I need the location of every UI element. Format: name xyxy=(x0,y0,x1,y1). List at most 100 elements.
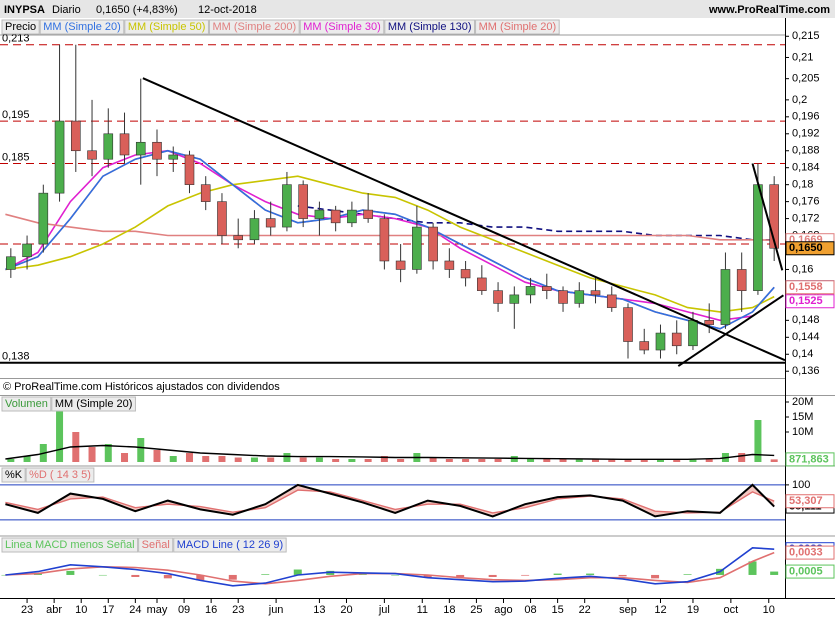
panel-plot xyxy=(5,405,778,462)
last-value-box xyxy=(785,494,835,509)
candle-body xyxy=(70,120,81,152)
histogram-bar xyxy=(683,574,692,575)
volume-bar xyxy=(380,456,388,462)
candle-body xyxy=(119,133,130,156)
x-tick-label: 10 xyxy=(763,604,775,616)
y-tick-label: 0,196 xyxy=(792,111,820,123)
candle-body xyxy=(623,307,633,342)
y-tick-label: 0,2 xyxy=(792,94,807,106)
volume-bar xyxy=(56,405,64,462)
candle-body xyxy=(330,209,341,224)
volume-bar xyxy=(218,456,226,462)
histogram-bar xyxy=(521,574,530,576)
y-tick-label: 0,172 xyxy=(792,212,820,224)
site: www.ProRealTime.com xyxy=(708,4,830,16)
last-value-label: 53,307 xyxy=(789,495,823,507)
volume-bar xyxy=(7,459,15,462)
y-tick-label: 0,136 xyxy=(792,365,820,377)
legend-box xyxy=(299,19,385,35)
volume-bar xyxy=(608,459,616,462)
y-tick-label: 0,176 xyxy=(792,196,820,208)
volume-bar xyxy=(527,459,535,462)
trend-line xyxy=(751,163,784,271)
legend-label: Precio xyxy=(5,21,36,33)
last-value-label: 0,1525 xyxy=(789,295,823,307)
volume-bar xyxy=(738,453,746,462)
moving-average xyxy=(5,175,775,313)
x-tick-label: 23 xyxy=(21,604,33,616)
candle-body xyxy=(671,332,682,347)
candle-body xyxy=(493,290,503,304)
last-value-label: 0,1558 xyxy=(789,281,823,293)
x-tick-label: oct xyxy=(724,604,739,616)
x-tick-label: 10 xyxy=(75,604,87,616)
y-tick-label: 0,192 xyxy=(792,128,820,140)
legend-box xyxy=(138,537,174,553)
legend-label: %D ( 14 3 5) xyxy=(29,469,91,481)
histogram-bar xyxy=(618,574,627,577)
candle-body xyxy=(428,226,438,262)
x-tick-label: 15 xyxy=(551,604,563,616)
quote: 0,1650 (+4,83%) xyxy=(96,4,178,16)
volume-bar xyxy=(185,453,193,462)
histogram-bar xyxy=(553,573,562,575)
volume-bar xyxy=(445,459,453,462)
legend-box xyxy=(1,19,40,35)
panel-plot xyxy=(1,546,779,587)
candle-body xyxy=(265,218,276,228)
candle-body xyxy=(135,141,146,156)
candle-body xyxy=(168,154,179,160)
panel-plot xyxy=(0,483,785,521)
legend-label: MM (Simple 20) xyxy=(55,398,133,410)
legend-box xyxy=(208,19,300,35)
trend-line xyxy=(142,77,785,362)
volume-bar xyxy=(592,459,600,462)
legend-label: MM (Simple 50) xyxy=(128,21,206,33)
candle-body xyxy=(509,294,520,304)
level-label: 0,138 xyxy=(2,351,30,363)
x-tick-label: 18 xyxy=(443,604,455,616)
candle-body xyxy=(477,277,487,291)
candle-body xyxy=(217,201,227,236)
legend-label: Señal xyxy=(142,539,170,551)
volume-bar xyxy=(429,457,437,462)
candle-body xyxy=(769,184,779,249)
y-tick-label: 0,205 xyxy=(792,73,820,85)
y-tick-label: 0,215 xyxy=(792,30,820,42)
date: 12-oct-2018 xyxy=(198,4,257,16)
x-tick-label: 17 xyxy=(102,604,114,616)
trend-line xyxy=(677,294,784,367)
moving-average xyxy=(5,213,775,241)
histogram-bar xyxy=(748,561,757,575)
x-tick-label: jul xyxy=(378,604,390,616)
symbol: INYPSA xyxy=(4,4,45,16)
period: Diario xyxy=(52,4,81,16)
volume-bar xyxy=(689,459,697,462)
candle-body xyxy=(525,286,536,296)
candle-body xyxy=(395,260,406,270)
candle-body xyxy=(282,184,292,228)
histogram-bar xyxy=(261,574,270,575)
y-tick-label: 0,144 xyxy=(792,331,820,343)
panel-plot xyxy=(0,44,785,367)
legend-label: MACD Line ( 12 26 9) xyxy=(177,539,283,551)
last-value-label: 0,1650 xyxy=(789,242,823,254)
legend-box xyxy=(51,396,136,412)
legend-label: Linea MACD menos Señal xyxy=(5,539,135,551)
moving-average xyxy=(5,149,775,330)
y-tick-label: 0,184 xyxy=(792,162,820,174)
histogram-bar xyxy=(228,574,237,580)
legend-box xyxy=(384,19,476,35)
volume-bar xyxy=(575,459,583,462)
x-tick-label: 25 xyxy=(470,604,482,616)
volume-bar xyxy=(397,459,405,462)
x-tick-label: 23 xyxy=(232,604,244,616)
candle-body xyxy=(639,341,650,351)
volume-bar xyxy=(299,457,307,462)
volume-bar xyxy=(494,459,502,462)
histogram-bar xyxy=(586,573,595,575)
candle-body xyxy=(574,290,585,304)
x-tick-label: 09 xyxy=(178,604,190,616)
y-tick-label: 0,21 xyxy=(792,51,813,63)
legend-label: MM (Simple 200) xyxy=(212,21,296,33)
